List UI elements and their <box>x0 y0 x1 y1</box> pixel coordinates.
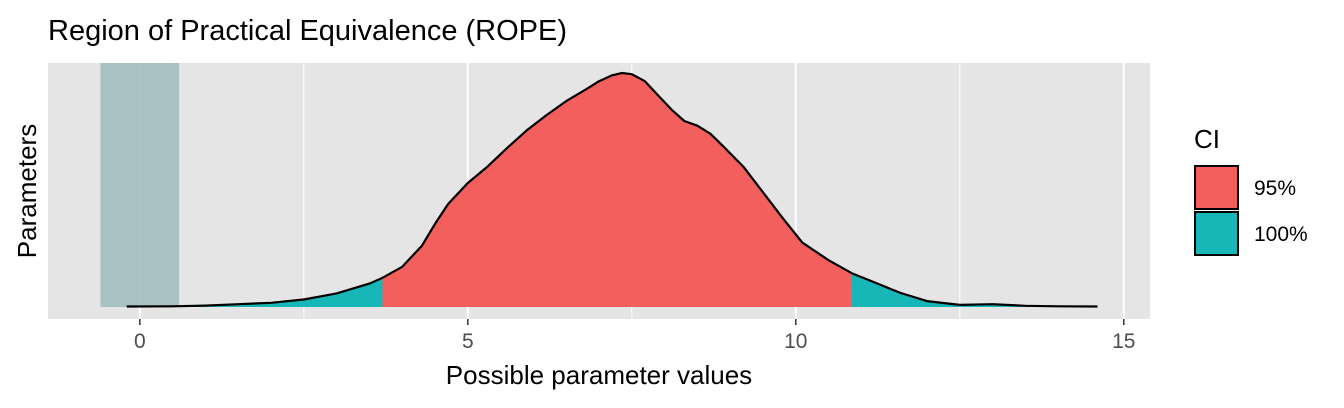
chart-title: Region of Practical Equivalence (ROPE) <box>48 15 567 47</box>
legend-title: CI <box>1194 124 1220 154</box>
x-tick-label: 15 <box>1112 330 1135 353</box>
legend-key <box>1194 211 1239 256</box>
ci-100-left-area <box>126 277 383 307</box>
y-axis-label: Parameters <box>12 124 42 258</box>
x-tick-label: 5 <box>462 330 474 353</box>
ci-95-area <box>382 73 852 307</box>
density-layer <box>126 71 1098 308</box>
legend-label: 100% <box>1254 223 1308 246</box>
x-axis-label: Possible parameter values <box>446 360 752 390</box>
x-tick-label: 10 <box>784 330 807 353</box>
x-tick-label: 0 <box>134 330 146 353</box>
ci-100-right-area <box>851 273 1098 307</box>
legend-key <box>1194 165 1239 210</box>
legend: CI 95% 100% <box>1194 124 1308 256</box>
x-axis: 0 5 10 15 <box>134 319 1135 353</box>
legend-label: 95% <box>1254 177 1296 200</box>
rope-band <box>100 63 180 307</box>
density-outline <box>126 71 1098 308</box>
